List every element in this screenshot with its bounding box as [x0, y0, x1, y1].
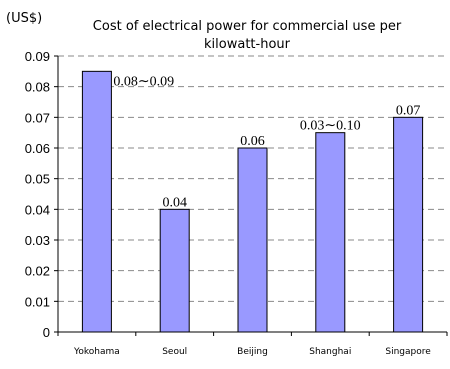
bar-data-labels: 0.08∼0.09 0.04 0.06 0.03∼0.10 0.07 [113, 74, 420, 210]
y-tick-label: 0.06 [25, 141, 50, 156]
x-category-label: Yokohama [73, 347, 120, 357]
y-tick-label: 0.01 [25, 294, 50, 309]
x-axis-category-labels: Yokohama Seoul Beijing Shanghai Singapore [73, 347, 431, 357]
data-label: 0.03∼0.10 [300, 119, 361, 134]
bar-shanghai [315, 132, 346, 333]
bar-beijing [237, 147, 268, 333]
unit-label: (US$) [6, 11, 42, 26]
chart-title-line-2: kilowatt-hour [204, 37, 291, 52]
y-tick-label: 0.08 [25, 80, 50, 95]
y-tick-label: 0.05 [25, 172, 50, 187]
x-category-label: Seoul [162, 347, 187, 357]
y-tick-label: 0.07 [25, 110, 50, 125]
y-tick-label: 0 [43, 325, 50, 340]
y-tick-label: 0.02 [25, 264, 50, 279]
chart-title-line-1: Cost of electrical power for commercial … [93, 19, 402, 34]
x-axis-ticks [57, 332, 448, 336]
y-axis-tick-labels: 0 0.01 0.02 0.03 0.04 0.05 0.06 0.07 0.08 0.09 [25, 49, 50, 340]
y-axis-ticks [54, 55, 58, 333]
y-tick-label: 0.09 [25, 49, 50, 64]
data-label: 0.04 [162, 195, 187, 210]
x-category-label: Beijing [237, 347, 268, 357]
bar-singapore [393, 116, 424, 333]
data-label: 0.07 [396, 103, 421, 118]
x-category-label: Singapore [385, 347, 431, 357]
x-category-label: Shanghai [309, 347, 351, 357]
data-label: 0.06 [240, 134, 265, 149]
bars [81, 70, 424, 333]
bar-yokohama [81, 70, 112, 333]
data-label: 0.08∼0.09 [113, 74, 174, 89]
y-tick-label: 0.04 [25, 202, 50, 217]
y-tick-label: 0.03 [25, 233, 50, 248]
bar-seoul [159, 208, 190, 333]
